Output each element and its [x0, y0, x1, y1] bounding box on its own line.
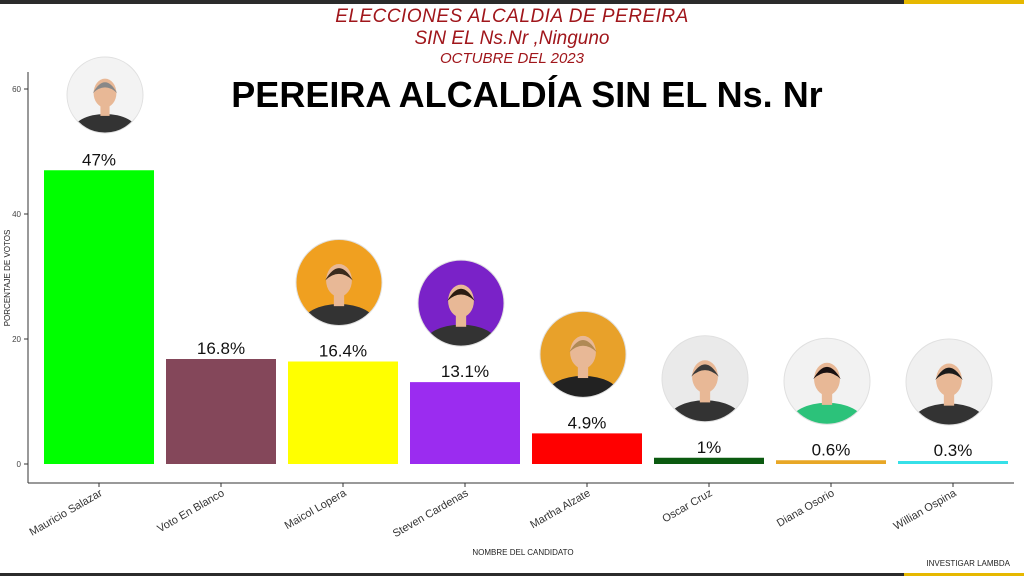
bar-0	[44, 170, 154, 464]
category-label: Martha Alzate	[528, 487, 592, 531]
value-label: 1%	[697, 438, 722, 457]
candidate-photo	[784, 338, 870, 425]
header-line-1: ELECCIONES ALCALDIA DE PEREIRA	[335, 6, 689, 27]
photo-border	[783, 337, 871, 425]
photo-border	[905, 338, 993, 426]
value-label: 16.4%	[319, 342, 367, 361]
candidate-photo	[67, 57, 143, 133]
photo-border	[417, 259, 505, 347]
header: ELECCIONES ALCALDIA DE PEREIRA SIN EL Ns…	[0, 6, 1024, 68]
header-line-2: SIN EL Ns.Nr ,Ninguno	[414, 28, 610, 49]
y-tick-label: 60	[12, 85, 21, 94]
value-label: 13.1%	[441, 362, 489, 381]
photo-border	[295, 239, 383, 326]
y-tick-label: 20	[12, 335, 21, 344]
bar-7	[898, 461, 1008, 464]
photo-border	[661, 335, 749, 423]
header-line-3: OCTUBRE DEL 2023	[440, 50, 584, 67]
category-label: Mauricio Salazar	[28, 487, 105, 539]
value-label: 16.8%	[197, 339, 245, 358]
value-label: 47%	[82, 150, 116, 169]
y-axis-label: PORCENTAJE DE VOTOS	[3, 230, 12, 327]
frame-top-border	[0, 0, 1024, 4]
frame-bottom-accent	[904, 573, 1024, 576]
candidate-photo	[296, 239, 382, 326]
chart-title: PEREIRA ALCALDÍA SIN EL Ns. Nr	[231, 74, 823, 115]
category-label: Steven Cardenas	[391, 487, 471, 540]
frame-bottom-border	[0, 573, 1024, 576]
category-label: Oscar Cruz	[660, 487, 714, 525]
value-label: 0.3%	[934, 441, 973, 460]
photo-border	[539, 310, 627, 398]
candidate-photo	[906, 339, 992, 425]
category-label: Willian Ospina	[892, 487, 960, 533]
value-label: 0.6%	[812, 440, 851, 459]
bar-2	[288, 361, 398, 464]
bar-5	[654, 457, 764, 464]
candidate-photo	[540, 311, 626, 398]
category-label: Diana Osorio	[775, 487, 837, 529]
bar-6	[776, 460, 886, 464]
y-tick-label: 40	[12, 210, 21, 219]
y-tick-label: 0	[17, 460, 22, 469]
category-label: Voto En Blanco	[155, 487, 226, 535]
bar-4	[532, 433, 642, 464]
category-label: Maicol Lopera	[283, 487, 350, 532]
x-axis-label: NOMBRE DEL CANDIDATO	[472, 548, 573, 557]
photo-border	[66, 56, 144, 134]
value-label: 4.9%	[568, 413, 607, 432]
bar-1	[166, 359, 276, 464]
bar-3	[410, 382, 520, 464]
candidate-photo	[662, 335, 748, 422]
footer-credit: INVESTIGAR LAMBDA	[926, 559, 1010, 568]
frame-top-accent	[904, 0, 1024, 4]
candidate-photo	[418, 260, 504, 347]
